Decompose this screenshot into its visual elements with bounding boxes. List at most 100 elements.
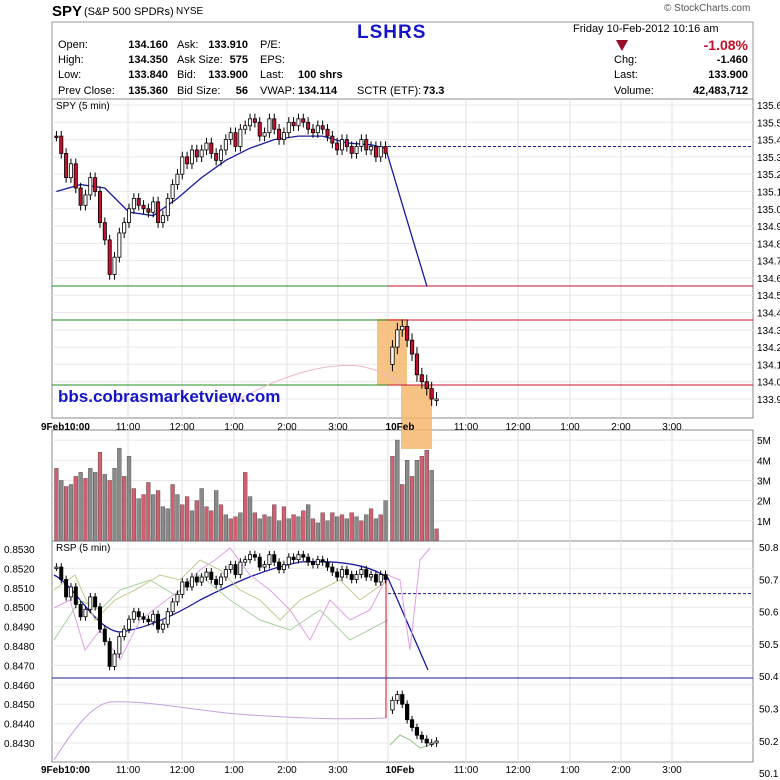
rsp-candle	[151, 613, 156, 623]
volume-y-tick: 5M	[757, 436, 771, 447]
last-size-label: Last:	[260, 69, 284, 81]
price-y-tick: 134.00	[757, 378, 780, 389]
rsp-candle	[349, 574, 354, 580]
volume-bar	[276, 520, 282, 542]
rsp-y-tick: 0.8460	[4, 681, 35, 692]
rsp-candle	[434, 740, 439, 744]
rsp-y-tick: 0.8470	[4, 661, 35, 672]
rsp-candle	[194, 576, 199, 583]
volume-bar	[400, 484, 405, 542]
rsp-candle	[59, 566, 64, 580]
rsp-y-tick: 0.8450	[4, 700, 35, 711]
rsp-candle	[141, 616, 146, 620]
price-candle	[383, 146, 388, 154]
highlight-box-2	[401, 385, 432, 449]
price-candle	[131, 197, 136, 210]
volume-bar	[126, 456, 132, 542]
rsp-y2-tick: 50.2	[759, 737, 779, 748]
price-candle	[344, 139, 349, 147]
volume-bar	[175, 494, 180, 542]
price-candle	[424, 381, 429, 390]
x-tick-label: 1:00	[224, 422, 244, 433]
price-candle	[68, 163, 73, 179]
symbol-name: (S&P 500 SPDRs)	[84, 6, 174, 18]
rsp-candle	[272, 554, 277, 563]
volume-bar	[59, 480, 64, 542]
rsp-y-tick: 0.8490	[4, 623, 35, 634]
volume-bar	[344, 518, 349, 542]
change-pct: -1.08%	[703, 37, 748, 53]
x-tick-label: 2:00	[611, 422, 631, 433]
price-y-tick: 134.20	[757, 343, 780, 354]
x-tick-label: 11:00	[454, 765, 479, 776]
x-tick-label: 1:00	[560, 422, 580, 433]
rsp-y2-tick: 50.8	[759, 543, 779, 554]
open-label: Open:	[58, 39, 88, 51]
rsp-candle	[414, 727, 420, 736]
volume-bar	[73, 476, 78, 542]
price-y-tick: 134.80	[757, 239, 780, 250]
eps-label: EPS:	[260, 54, 286, 66]
volume-bar	[63, 486, 69, 542]
volume-bar	[233, 516, 238, 542]
rsp-y2-tick: 50.6	[759, 608, 779, 619]
rsp-candle	[429, 742, 434, 745]
volume-bar	[68, 484, 74, 542]
rsp-y2-tick: 50.3	[759, 705, 779, 716]
rsp-candle	[223, 569, 228, 578]
volume-bar	[141, 494, 146, 542]
price-candle	[141, 204, 146, 210]
volume-bar	[112, 468, 117, 542]
price-y-tick: 135.40	[757, 136, 780, 147]
rsp-candle	[146, 618, 151, 623]
rsp-candle	[218, 576, 223, 585]
volume-bar	[88, 468, 93, 542]
volume-bar	[281, 506, 287, 542]
rsp-candle	[330, 566, 335, 573]
price-candle	[156, 201, 161, 224]
price-candle	[364, 139, 369, 151]
price-candle	[223, 139, 228, 151]
price-candle	[315, 125, 320, 134]
bid-size-label: Bid Size:	[177, 85, 221, 97]
rsp-candle	[185, 581, 190, 588]
rsp-candle	[54, 566, 59, 569]
price-candle	[175, 173, 180, 185]
volume-bar	[155, 490, 161, 542]
rsp-candle	[310, 561, 315, 565]
volume-bar	[335, 516, 340, 542]
x-tick-label: 3:00	[662, 765, 682, 776]
x-tick-label: 3:00	[328, 422, 348, 433]
rsp-candle	[127, 618, 132, 630]
rsp-candle	[383, 574, 388, 580]
price-candle	[160, 215, 165, 224]
price-candle	[286, 121, 291, 134]
x-tick-label: 2:00	[277, 765, 297, 776]
rsp-candle	[340, 569, 345, 578]
rsp-candle	[209, 571, 214, 580]
x-tick-label: 12:00	[505, 765, 530, 776]
rsp-candle	[93, 596, 98, 608]
volume-bar	[243, 472, 248, 542]
price-y-tick: 135.10	[757, 187, 780, 198]
rsp-candle	[262, 564, 267, 568]
volume-bar	[296, 516, 301, 542]
rsp-candle	[204, 571, 209, 578]
volume-bar	[339, 514, 345, 542]
price-candle	[267, 118, 272, 134]
rsp-candle	[243, 559, 248, 563]
volume-bar	[160, 506, 166, 542]
rsp-candle	[180, 581, 185, 595]
price-candle	[180, 156, 185, 175]
rsp-candle	[424, 738, 429, 744]
price-candle	[262, 132, 267, 137]
volume-bar	[97, 451, 103, 542]
volume-y-tick: 4M	[757, 456, 771, 467]
rsp-candle	[68, 586, 73, 598]
volume-bar	[122, 476, 127, 542]
volume-bar	[306, 504, 311, 542]
vwap-value: 134.114	[298, 85, 338, 97]
ask-label: Ask:	[177, 39, 199, 51]
volume-bar	[359, 520, 364, 542]
level-lines	[52, 146, 753, 679]
